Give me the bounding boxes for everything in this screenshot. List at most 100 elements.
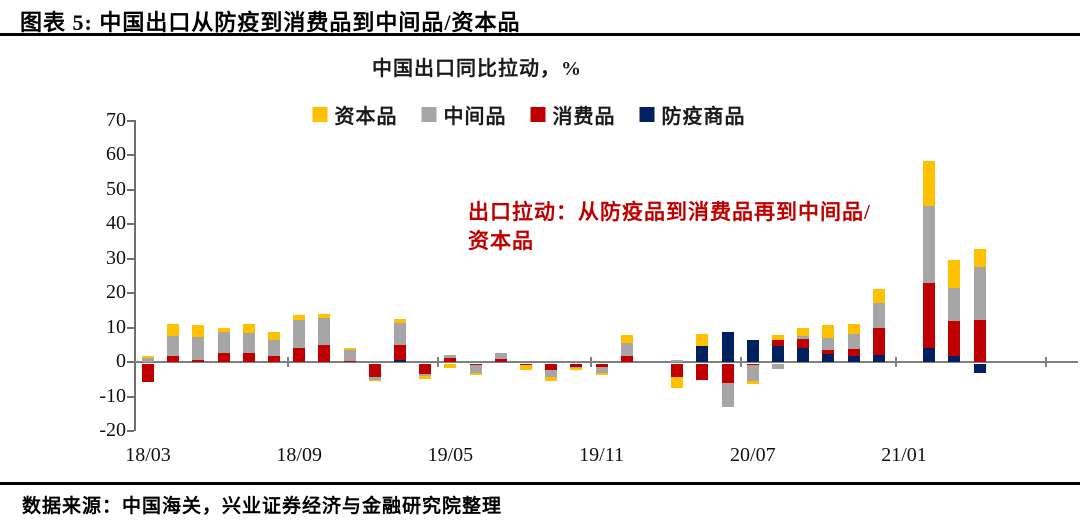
bar-segment-资本品 [746,381,759,384]
legend-swatch-epidemic-goods [639,107,655,122]
legend-item-capital-goods: 资本品 [312,100,398,129]
bar-segment-消费品 [872,327,885,356]
bar-segment-消费品 [671,364,684,378]
x-axis-zero-line [134,361,1078,363]
bar-segment-防疫商品 [948,356,961,362]
bar-segment-中间品 [167,336,180,357]
bar-segment-消费品 [494,358,507,362]
bar-segment-消费品 [696,364,709,381]
bar-segment-消费品 [444,357,457,362]
bar-segment-资本品 [545,377,558,381]
bar-segment-中间品 [293,319,306,349]
bar-segment-中间品 [394,323,406,346]
bar-segment-中间品 [343,349,356,361]
y-axis-tick [127,361,134,363]
bar-segment-防疫商品 [973,364,986,373]
bar-segment-中间品 [948,287,961,321]
figure-title: 图表 5: 中国出口从防疫到消费品到中间品/资本品 [20,10,521,35]
legend-item-consumer-goods: 消费品 [530,100,616,129]
title-divider [0,33,1080,36]
bar-segment-资本品 [797,328,810,336]
bar-segment-消费品 [570,364,583,368]
bar-segment-消费品 [520,364,532,365]
bar-segment-消费品 [318,345,331,362]
x-axis-tick [1045,357,1047,367]
bar-segment-防疫商品 [721,331,734,362]
legend-label: 消费品 [552,106,616,128]
legend-item-epidemic-goods: 防疫商品 [639,100,746,129]
bar-segment-中间品 [721,382,734,408]
bar-segment-中间品 [746,365,759,382]
x-axis-label: 20/07 [730,444,776,466]
x-axis-tick [437,357,439,367]
y-axis-label: 40 [106,212,126,234]
bar-segment-中间品 [469,365,482,374]
bar-segment-资本品 [167,324,180,337]
bar-segment-资本品 [192,325,205,338]
bar-segment-中间品 [671,360,684,362]
bar-segment-资本品 [293,315,306,320]
bar-segment-中间品 [797,335,810,339]
bar-segment-中间品 [217,331,230,354]
bar-segment-资本品 [620,335,633,343]
annotation-line-1: 出口拉动：从防疫品到消费品再到中间品/ [468,200,871,224]
bar-segment-资本品 [570,368,583,371]
bar-segment-中间品 [419,374,432,377]
bar-segment-防疫商品 [847,356,860,362]
bar-segment-消费品 [268,355,280,362]
bar-segment-中间品 [494,353,507,359]
bar-segment-中间品 [595,367,608,373]
bar-segment-消费品 [142,364,154,382]
bar-segment-资本品 [368,380,381,382]
y-axis-tick [127,257,134,260]
bar-segment-资本品 [872,288,885,303]
bar-segment-资本品 [520,364,532,370]
bar-segment-消费品 [293,348,306,362]
bar-segment-消费品 [368,364,381,378]
bar-segment-资本品 [973,249,986,267]
x-axis-tick [895,357,897,367]
legend-swatch-consumer-goods [530,107,546,122]
bar-segment-资本品 [948,260,961,288]
footer-divider [0,482,1080,485]
y-axis-label: 50 [106,177,126,200]
bar-segment-消费品 [192,360,205,362]
legend-swatch-intermediate [421,107,437,122]
y-axis-label: 10 [106,315,126,338]
bar-segment-资本品 [595,372,608,375]
chart-legend: 资本品 中间品 消费品 防疫商品 [312,100,746,129]
y-axis-tick [127,430,134,432]
y-axis-tick [127,326,134,329]
y-axis-tick [127,395,134,398]
bar-segment-资本品 [242,324,255,334]
bar-segment-中间品 [772,364,784,369]
bar-segment-资本品 [847,323,860,335]
y-axis-tick [127,119,134,122]
x-axis-label: 18/03 [125,444,171,466]
bar-segment-中间品 [570,367,583,369]
bar-segment-资本品 [469,373,482,375]
bar-segment-消费品 [948,320,961,357]
bar-segment-中间品 [545,369,558,378]
bar-segment-资本品 [268,332,280,340]
bar-segment-中间品 [973,266,986,321]
y-axis-label: 70 [106,108,126,131]
bar-segment-资本品 [217,327,230,332]
y-axis-label: 60 [106,143,126,165]
y-axis-tick [127,223,134,225]
x-axis-label: 19/05 [427,444,474,466]
bar-segment-消费品 [923,282,936,348]
bar-segment-消费品 [620,356,633,362]
bar-segment-防疫商品 [797,348,810,362]
bar-segment-中间品 [268,339,280,356]
y-axis-label: -10 [99,384,126,407]
x-axis-label: 19/11 [579,444,624,466]
bar-segment-中间品 [444,355,457,358]
y-axis-label: 20 [106,281,126,303]
bar-segment-消费品 [469,364,482,366]
bar-segment-资本品 [822,325,835,338]
y-axis-tick [127,154,134,156]
bar-segment-消费品 [394,345,406,361]
bar-segment-资本品 [696,334,709,347]
